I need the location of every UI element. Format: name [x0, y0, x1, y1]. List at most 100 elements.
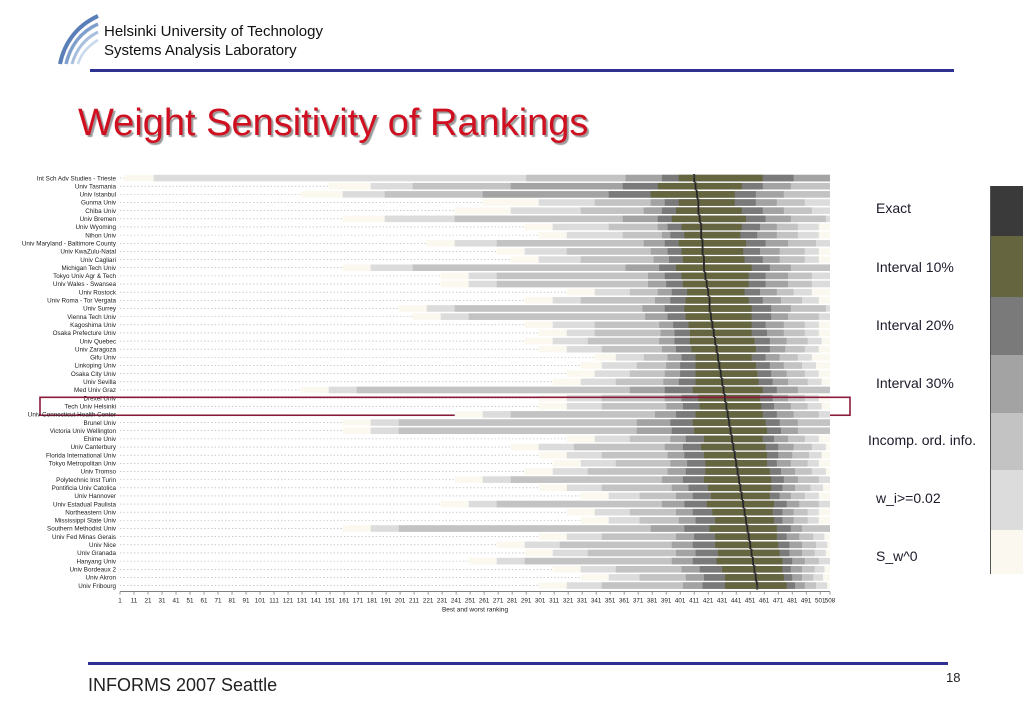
bar-segment: [454, 305, 826, 312]
bar-segment: [675, 207, 742, 214]
bar-segment: [695, 411, 763, 418]
legend-label: Interval 10%: [876, 259, 954, 275]
x-tick-label: 431: [717, 598, 728, 605]
x-tick-label: 341: [591, 598, 602, 605]
row-label: Univ KwaZulu-Natal: [60, 249, 116, 256]
bar-segment: [693, 174, 696, 183]
bar-segment: [695, 378, 759, 386]
bar-segment: [678, 174, 763, 182]
x-tick-label: 31: [159, 598, 167, 605]
legend-swatch: [990, 470, 1023, 530]
bar-segment: [681, 223, 742, 231]
bar-segment: [398, 525, 830, 532]
bar-segment: [699, 403, 762, 410]
legend-label: Incomp. ord. info.: [868, 432, 977, 448]
row-label: Florida International Univ: [46, 452, 117, 459]
bar-segment: [657, 182, 742, 190]
x-tick-label: 281: [507, 598, 518, 605]
row-label: Chiba Univ: [85, 208, 117, 215]
bar-segment: [724, 582, 787, 589]
row-label: Mississippi State Univ: [55, 518, 117, 525]
x-tick-label: 321: [563, 598, 574, 605]
organization-name: Helsinki University of Technology System…: [104, 22, 323, 60]
legend-label: Exact: [876, 200, 912, 216]
row-label: Univ Istanbul: [80, 192, 116, 199]
x-tick-label: 201: [395, 598, 406, 605]
university-logo-icon: [58, 14, 99, 65]
x-tick-label: 501: [815, 598, 826, 605]
bar-segment: [695, 354, 752, 361]
bar-segment: [695, 370, 758, 377]
row-label: Michigan Tech Univ: [62, 265, 117, 272]
row-label: Univ Bremen: [80, 216, 117, 223]
slide-title: Weight Sensitivity of Rankings: [78, 102, 589, 144]
row-label: Osaka Prefecture Univ: [53, 330, 117, 337]
row-label: Med Univ Graz: [74, 387, 116, 394]
row-label: Univ Tromso: [81, 469, 117, 476]
bar-segment: [650, 191, 735, 198]
bar-segment: [691, 345, 756, 353]
bar-segment: [715, 541, 779, 549]
page-number: 18: [946, 670, 961, 685]
row-label: Northeastern Univ: [65, 509, 117, 516]
row-label: Univ Nice: [89, 542, 116, 549]
bar-segment: [703, 435, 763, 443]
row-label: Tokyo Univ Agr & Tech: [53, 273, 116, 280]
x-tick-label: 361: [619, 598, 630, 605]
bar-segment: [724, 574, 784, 581]
x-tick-label: 381: [647, 598, 658, 605]
x-tick-label: 11: [131, 598, 138, 605]
bar-segment: [685, 297, 749, 304]
bar-segment: [710, 492, 770, 500]
bar-segment: [689, 337, 755, 345]
x-tick-label: 51: [187, 598, 195, 605]
row-label: Univ Bordeaux 2: [69, 566, 116, 573]
legend-label: Interval 30%: [876, 375, 954, 391]
row-label: Polytechnic Inst Turin: [56, 477, 116, 484]
bar-segment: [709, 525, 777, 532]
x-tick-label: 131: [297, 598, 308, 605]
x-tick-label: 371: [633, 598, 644, 605]
bar-segment: [682, 256, 745, 263]
legend-swatch: [990, 186, 1023, 236]
exact-ranking-line: [693, 177, 758, 586]
bar-segment: [468, 313, 819, 320]
x-tick-label: 211: [409, 598, 420, 605]
row-label: Univ Canterbury: [71, 444, 117, 451]
row-label: Univ Sevilla: [83, 379, 116, 386]
row-label: Univ Wales - Swansea: [53, 281, 117, 288]
legend-swatch: [990, 297, 1023, 355]
bar-segment: [698, 394, 760, 402]
x-tick-label: 41: [173, 598, 181, 605]
x-tick-label: 508: [825, 598, 836, 605]
bar-segment: [496, 500, 819, 508]
legend-swatch: [990, 530, 1023, 574]
x-tick-label: 301: [535, 598, 546, 605]
bar-segment: [678, 199, 735, 206]
row-label: Univ Roma - Tor Vergata: [47, 298, 116, 305]
bar-segment: [712, 508, 773, 516]
row-label: Univ Cagliari: [80, 257, 116, 264]
row-label: Univ Connecticut Health Center: [28, 412, 116, 419]
bar-segment: [684, 231, 741, 239]
x-tick-label: 251: [465, 598, 476, 605]
bar-segment: [678, 240, 746, 247]
footer-rule: [88, 662, 948, 665]
x-tick-label: 111: [269, 598, 279, 605]
x-axis-label: Best and worst ranking: [442, 607, 509, 614]
row-label: Pontificia Univ Catolica: [52, 485, 117, 492]
x-tick-label: 401: [675, 598, 686, 605]
bar-segment: [681, 248, 744, 255]
x-tick-label: 61: [201, 598, 209, 605]
x-tick-label: 161: [339, 598, 350, 605]
x-tick-label: 181: [367, 598, 378, 605]
x-tick-label: 421: [703, 598, 714, 605]
x-tick-label: 1: [118, 598, 122, 605]
bar-segment: [715, 533, 777, 540]
row-label: Osaka City Univ: [71, 371, 117, 378]
x-tick-label: 241: [451, 598, 462, 605]
row-label: Nihon Univ: [85, 232, 117, 239]
row-label: Int Sch Adv Studies - Trieste: [37, 175, 117, 182]
bar-segment: [687, 288, 745, 296]
